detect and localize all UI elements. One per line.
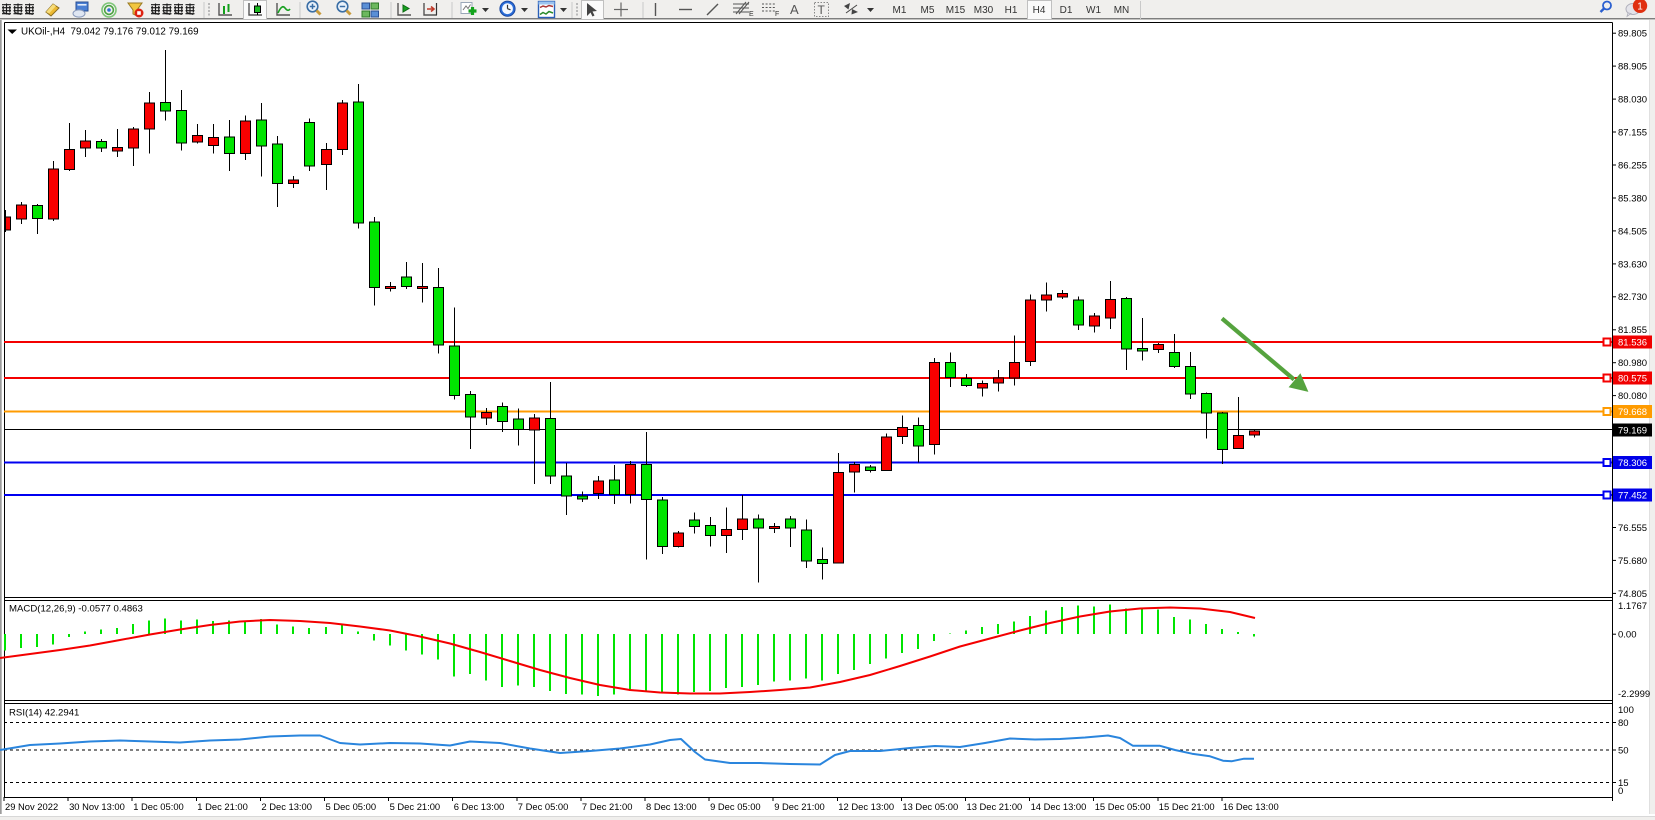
svg-text:F: F xyxy=(775,11,779,18)
svg-text:80.980: 80.980 xyxy=(1618,358,1647,369)
svg-text:16 Dec 13:00: 16 Dec 13:00 xyxy=(1223,801,1279,812)
svg-text:A: A xyxy=(790,2,799,17)
svg-text:75.680: 75.680 xyxy=(1618,556,1647,567)
svg-text:80: 80 xyxy=(1618,718,1629,729)
svg-text:79.668: 79.668 xyxy=(1618,407,1647,418)
svg-text:5 Dec 21:00: 5 Dec 21:00 xyxy=(390,801,441,812)
svg-text:87.155: 87.155 xyxy=(1618,127,1647,138)
svg-text:7 Dec 05:00: 7 Dec 05:00 xyxy=(518,801,569,812)
svg-text:1.1767: 1.1767 xyxy=(1618,601,1647,612)
svg-text:M1: M1 xyxy=(893,5,907,16)
svg-text:1 Dec 05:00: 1 Dec 05:00 xyxy=(133,801,184,812)
svg-text:7 Dec 21:00: 7 Dec 21:00 xyxy=(582,801,633,812)
svg-text:88.905: 88.905 xyxy=(1618,62,1647,73)
svg-text:E: E xyxy=(749,11,754,18)
svg-text:T: T xyxy=(818,3,826,17)
svg-text:UKOil-,H4 79.042 79.176 79.01: UKOil-,H4 79.042 79.176 79.012 79.169 xyxy=(21,27,199,38)
svg-text:85.380: 85.380 xyxy=(1618,193,1647,204)
svg-text:74.805: 74.805 xyxy=(1618,589,1647,600)
svg-text:83.630: 83.630 xyxy=(1618,259,1647,270)
svg-text:86.255: 86.255 xyxy=(1618,160,1647,171)
svg-text:M30: M30 xyxy=(974,5,994,16)
svg-text:77.452: 77.452 xyxy=(1618,491,1647,502)
svg-text:30 Nov 13:00: 30 Nov 13:00 xyxy=(69,801,125,812)
svg-text:M15: M15 xyxy=(946,5,966,16)
svg-text:80.080: 80.080 xyxy=(1618,391,1647,402)
svg-text:6 Dec 13:00: 6 Dec 13:00 xyxy=(454,801,505,812)
svg-text:29 Nov 2022: 29 Nov 2022 xyxy=(5,801,58,812)
svg-text:15 Dec 21:00: 15 Dec 21:00 xyxy=(1159,801,1215,812)
svg-text:80.575: 80.575 xyxy=(1618,374,1647,385)
svg-text:89.805: 89.805 xyxy=(1618,29,1647,40)
svg-text:H4: H4 xyxy=(1033,5,1046,16)
svg-text:15: 15 xyxy=(1618,778,1629,789)
svg-text:79.169: 79.169 xyxy=(1618,426,1647,437)
svg-text:9 Dec 21:00: 9 Dec 21:00 xyxy=(774,801,825,812)
svg-text:2 Dec 13:00: 2 Dec 13:00 xyxy=(261,801,312,812)
svg-text:8 Dec 13:00: 8 Dec 13:00 xyxy=(646,801,697,812)
svg-text:H1: H1 xyxy=(1005,5,1018,16)
svg-text:RSI(14) 42.2941: RSI(14) 42.2941 xyxy=(9,708,79,719)
svg-text:81.536: 81.536 xyxy=(1618,338,1647,349)
svg-text:D1: D1 xyxy=(1060,5,1073,16)
svg-text:15 Dec 05:00: 15 Dec 05:00 xyxy=(1095,801,1151,812)
svg-text:13 Dec 21:00: 13 Dec 21:00 xyxy=(967,801,1023,812)
svg-text:0.00: 0.00 xyxy=(1618,630,1637,641)
svg-text:12 Dec 13:00: 12 Dec 13:00 xyxy=(838,801,894,812)
svg-text:88.030: 88.030 xyxy=(1618,95,1647,106)
svg-text:9 Dec 05:00: 9 Dec 05:00 xyxy=(710,801,761,812)
svg-text:1 Dec 21:00: 1 Dec 21:00 xyxy=(197,801,248,812)
svg-text:MACD(12,26,9) -0.0577 0.4863: MACD(12,26,9) -0.0577 0.4863 xyxy=(9,604,143,615)
svg-text:84.505: 84.505 xyxy=(1618,226,1647,237)
svg-text:5 Dec 05:00: 5 Dec 05:00 xyxy=(326,801,377,812)
svg-text:82.730: 82.730 xyxy=(1618,292,1647,303)
svg-text:1: 1 xyxy=(1637,2,1643,13)
svg-text:MN: MN xyxy=(1114,5,1130,16)
svg-text:81.855: 81.855 xyxy=(1618,325,1647,336)
svg-text:13 Dec 05:00: 13 Dec 05:00 xyxy=(902,801,958,812)
svg-text:0: 0 xyxy=(1618,786,1623,797)
svg-text:W1: W1 xyxy=(1086,5,1101,16)
svg-text:50: 50 xyxy=(1618,745,1629,756)
svg-text:14 Dec 13:00: 14 Dec 13:00 xyxy=(1031,801,1087,812)
svg-text:M5: M5 xyxy=(921,5,935,16)
svg-text:78.306: 78.306 xyxy=(1618,458,1647,469)
svg-text:100: 100 xyxy=(1618,705,1634,716)
svg-text:76.555: 76.555 xyxy=(1618,523,1647,534)
svg-text:-2.2999: -2.2999 xyxy=(1618,689,1650,700)
